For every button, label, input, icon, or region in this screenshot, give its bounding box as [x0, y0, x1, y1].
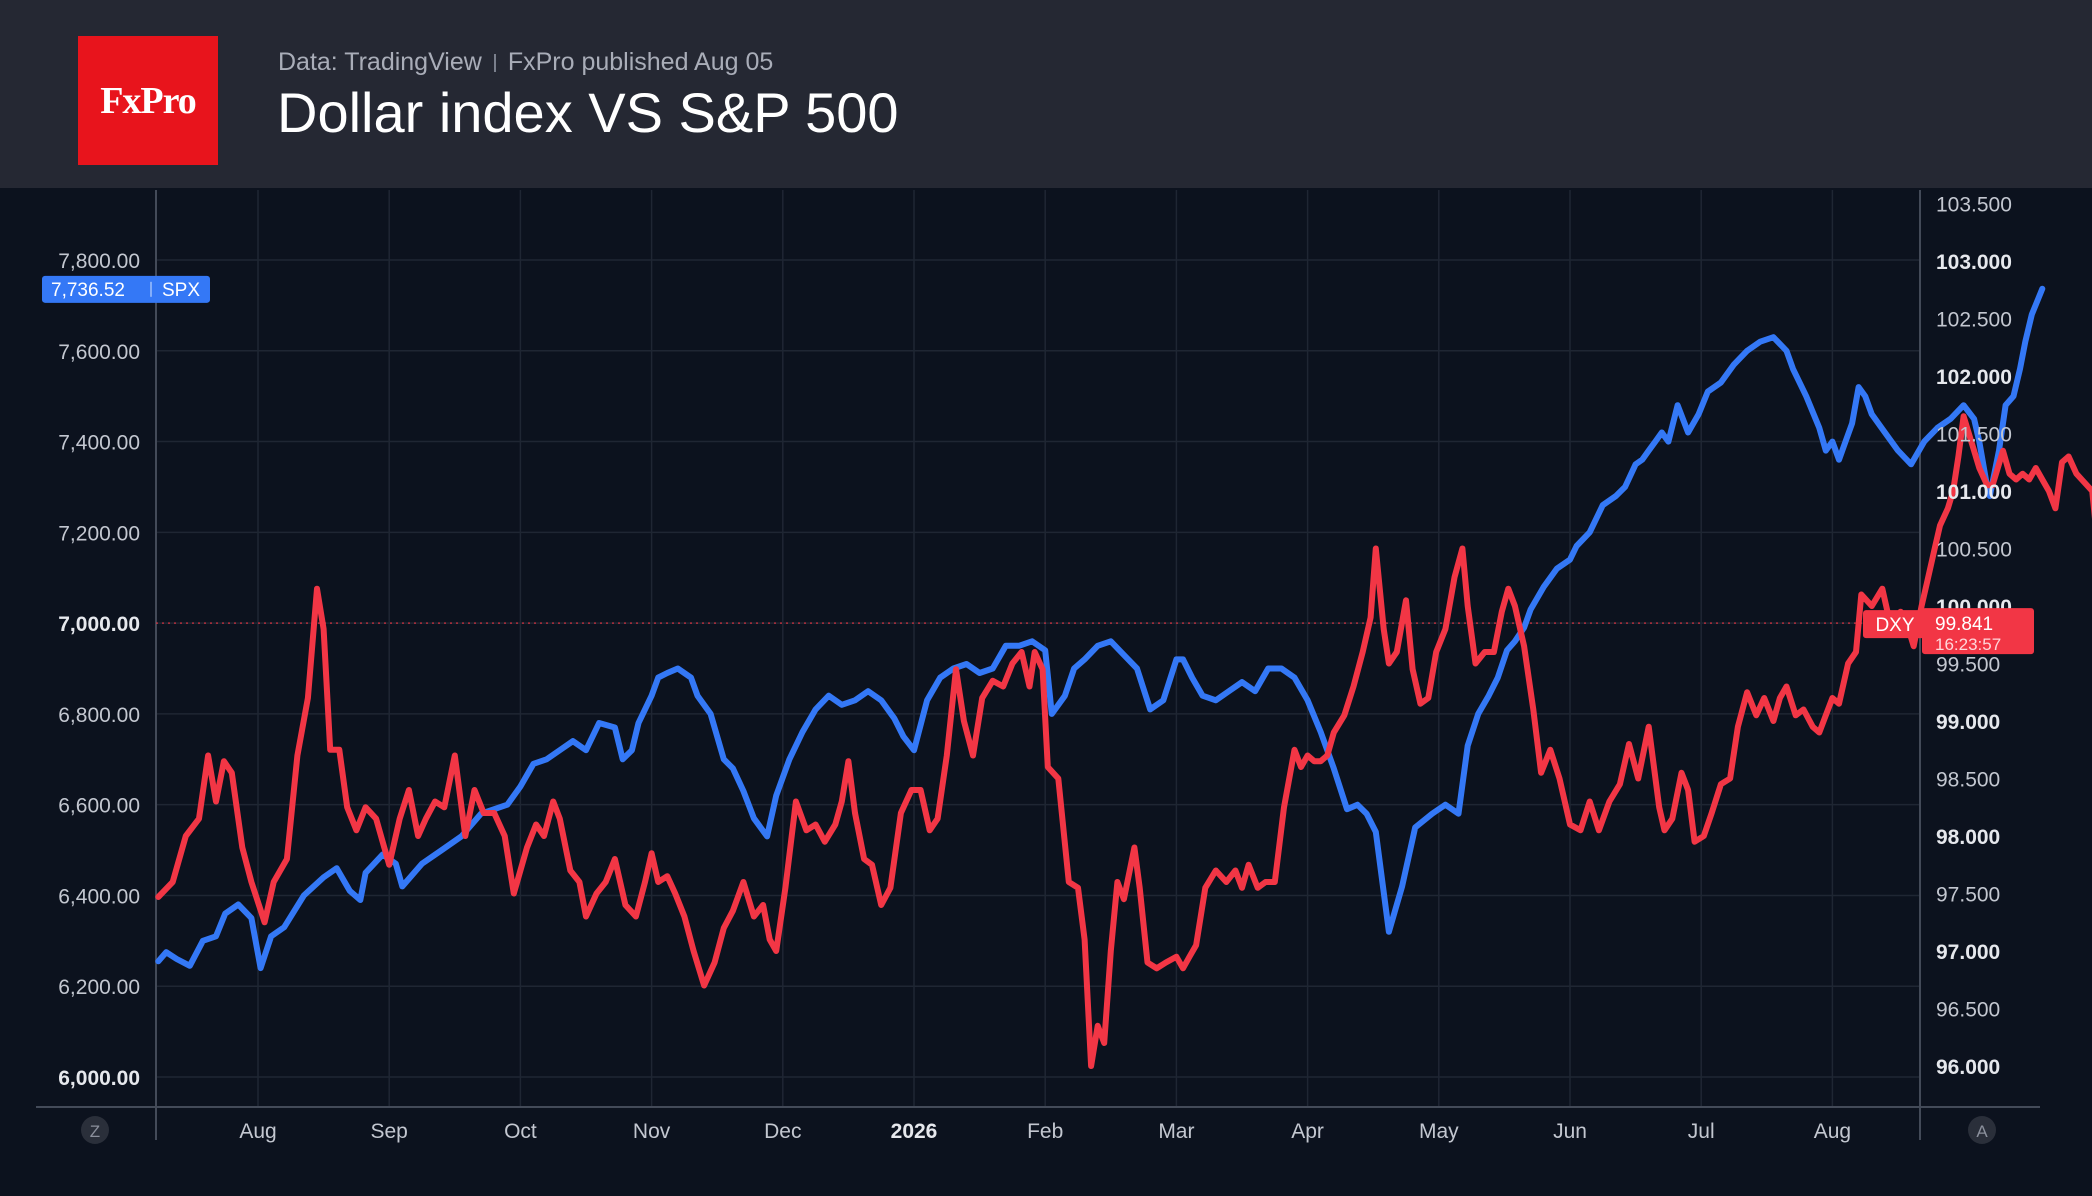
- left-axis-tick: 7,200.00: [58, 522, 140, 545]
- right-axis-tick: 99.000: [1936, 711, 2000, 734]
- right-axis-tick: 97.000: [1936, 941, 2000, 964]
- right-axis-tick: 98.500: [1936, 769, 2000, 792]
- right-axis-tick: 98.000: [1936, 826, 2000, 849]
- left-axis-tick: 6,600.00: [58, 795, 140, 818]
- x-axis-tick: Dec: [764, 1120, 801, 1143]
- axis-labels: 6,000.00 6,200.00 6,400.00 6,600.00 6,800.00…: [58, 194, 2012, 1144]
- series-line-dxy: [155, 413, 2092, 1069]
- right-axis-tick: 99.500: [1936, 654, 2000, 677]
- chart-title: Dollar index VS S&P 500: [277, 81, 899, 144]
- x-axis-tick: Aug: [239, 1120, 276, 1143]
- dxy-value-badge: [1922, 608, 2034, 655]
- right-axis-tick: 96.000: [1936, 1056, 2000, 1079]
- chart-area[interactable]: 6,000.00 6,200.00 6,400.00 6,600.00 6,800.00…: [0, 188, 2092, 1196]
- axes: [36, 190, 2040, 1140]
- meta-separator: [493, 54, 496, 73]
- dxy-name-badge: [1863, 610, 1927, 639]
- spx-badge: [42, 275, 210, 303]
- left-axis-tick: 6,800.00: [58, 704, 140, 727]
- x-axis-tick: May: [1419, 1120, 1459, 1143]
- left-axis-tick: 6,000.00: [58, 1067, 140, 1090]
- published-info: FxPro published Aug 05: [507, 48, 774, 76]
- x-axis-tick: Jul: [1688, 1120, 1715, 1143]
- right-axis-tick: 103.500: [1936, 194, 2012, 217]
- right-scale-button-label: A: [1976, 1122, 1988, 1141]
- meta-line: Data: TradingView FxPro published Aug 05: [278, 48, 773, 77]
- left-axis-tick: 7,600.00: [58, 341, 140, 364]
- x-axis-tick: Mar: [1158, 1120, 1194, 1143]
- left-axis-tick: 7,800.00: [58, 250, 140, 273]
- right-axis-tick: 100.500: [1936, 539, 2012, 562]
- dxy-badge-value: 99.841: [1935, 614, 1993, 635]
- left-scale-button: [81, 1116, 109, 1144]
- x-axis-tick: Apr: [1291, 1120, 1324, 1143]
- data-source: Data: TradingView: [278, 48, 482, 76]
- right-axis-tick: 102.000: [1936, 366, 2012, 389]
- x-axis-tick: Aug: [1814, 1120, 1851, 1143]
- x-axis-tick: Nov: [633, 1120, 671, 1143]
- logo-text: FxPro: [100, 79, 197, 122]
- dxy-badge-countdown: 16:23:57: [1935, 635, 2001, 654]
- right-axis-tick: 101.500: [1936, 424, 2012, 447]
- x-axis-tick: Oct: [504, 1120, 537, 1143]
- series-line-spx: [155, 285, 2046, 972]
- x-axis-tick: Feb: [1027, 1120, 1063, 1143]
- right-axis-tick: 101.000: [1936, 481, 2012, 504]
- right-axis-tick: 96.500: [1936, 999, 2000, 1022]
- header-bar: FxPro Data: TradingView FxPro published A…: [0, 0, 2092, 188]
- left-scale-button-label: Z: [90, 1122, 100, 1141]
- left-axis-tick: 6,200.00: [58, 976, 140, 999]
- right-axis-tick: 102.500: [1936, 309, 2012, 332]
- series-lines: [155, 285, 2092, 1069]
- left-axis-tick: 7,400.00: [58, 432, 140, 455]
- left-axis-tick: 7,000.00: [58, 613, 140, 636]
- spx-badge-value: 7,736.52: [51, 280, 125, 301]
- right-axis-tick: 97.500: [1936, 884, 2000, 907]
- x-axis-tick: Jun: [1553, 1120, 1587, 1143]
- x-axis-tick: Sep: [371, 1120, 408, 1143]
- fxpro-logo: FxPro: [78, 36, 218, 165]
- left-axis-tick: 6,400.00: [58, 885, 140, 908]
- dxy-badge-name: DXY: [1875, 615, 1914, 636]
- right-axis-tick: 103.000: [1936, 251, 2012, 274]
- x-axis-tick: 2026: [891, 1120, 938, 1143]
- spx-badge-name: SPX: [162, 280, 200, 301]
- right-scale-button: [1968, 1116, 1996, 1144]
